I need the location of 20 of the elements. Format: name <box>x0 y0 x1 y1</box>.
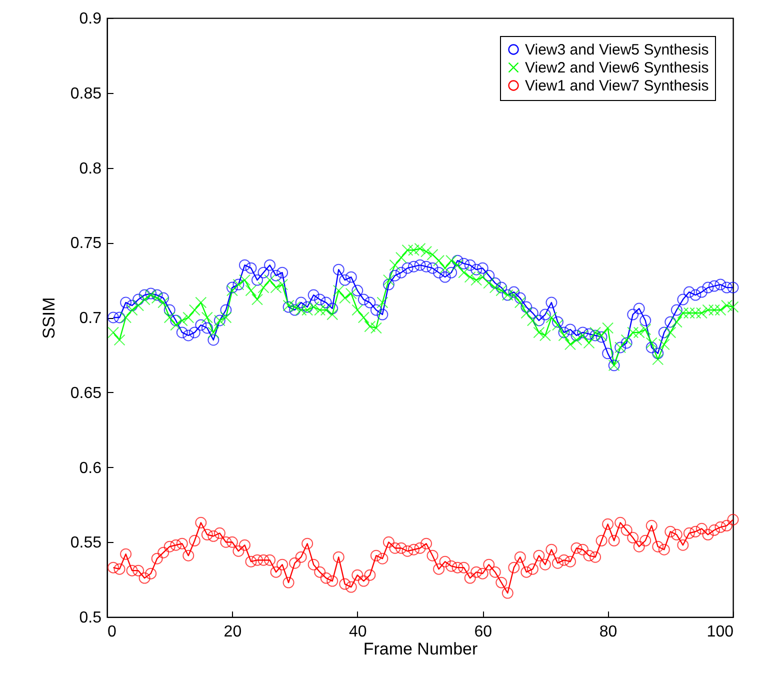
x-tick-label: 20 <box>224 624 242 640</box>
x-tick-label: 100 <box>706 624 734 640</box>
y-axis-title: SSIM <box>39 297 58 339</box>
y-tick-label: 0.85 <box>70 85 102 102</box>
y-tick-label: 0.65 <box>70 384 102 402</box>
y-tick-label: 0.9 <box>79 10 102 28</box>
legend-label: View1 and View7 Synthesis <box>525 78 709 94</box>
y-tick-label: 0.75 <box>70 235 102 252</box>
y-tick-label: 0.7 <box>79 310 102 327</box>
y-tick-label: 0.8 <box>79 160 102 178</box>
legend-label: View3 and View5 Synthesis <box>525 42 709 58</box>
x-tick-label: 80 <box>599 624 618 640</box>
x-tick-label: 40 <box>349 624 367 640</box>
x-axis-title: Frame Number <box>363 640 478 658</box>
y-tick-label: 0.55 <box>70 534 102 552</box>
x-tick-label: 60 <box>474 624 492 640</box>
y-tick-label: 0.6 <box>79 460 102 477</box>
legend-label: View2 and View6 Synthesis <box>525 60 709 76</box>
y-tick-label: 0.5 <box>79 610 102 626</box>
x-tick-label: 0 <box>108 624 116 640</box>
